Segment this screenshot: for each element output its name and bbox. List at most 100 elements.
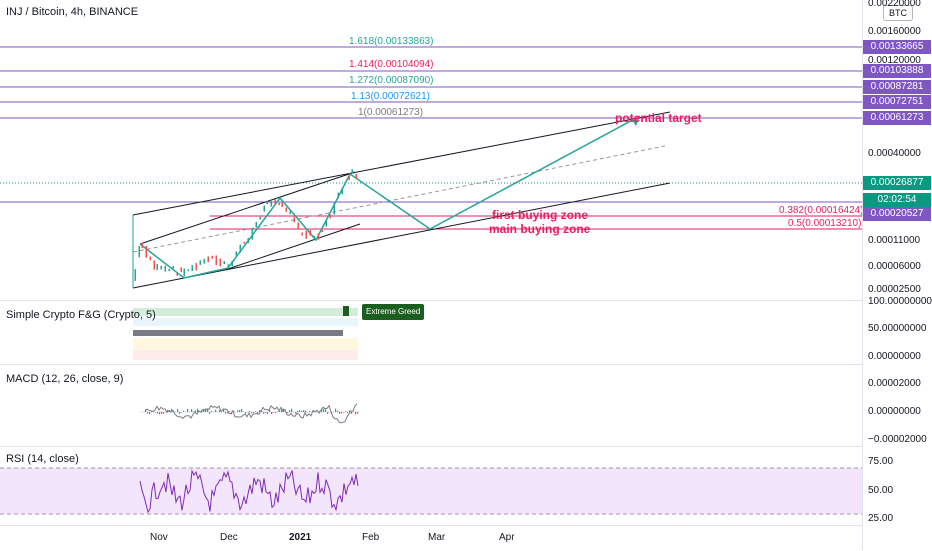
macd-bar — [253, 412, 254, 413]
fg-marker[interactable] — [343, 306, 349, 316]
candle — [200, 260, 202, 265]
candle — [135, 269, 137, 281]
candle — [146, 246, 148, 258]
macd-bar — [157, 412, 158, 414]
macd-bar — [211, 411, 212, 412]
pane-separator[interactable] — [0, 446, 932, 447]
candle — [165, 266, 167, 272]
macd-bar — [353, 411, 354, 412]
time-axis-label: Mar — [428, 532, 445, 543]
macd-bar — [355, 412, 356, 414]
macd-histogram — [145, 408, 358, 414]
rsi-band — [0, 468, 862, 514]
candle — [275, 199, 277, 204]
candle — [196, 263, 198, 270]
candle — [260, 217, 262, 220]
fib-tag-1272: 0.00087281 — [863, 80, 931, 94]
rsi-axis-label: 50.00 — [868, 485, 893, 496]
macd-bar — [273, 412, 274, 413]
macd-bar — [295, 412, 296, 413]
macd-bar — [347, 412, 348, 413]
fg-indicator-title[interactable]: Simple Crypto F&G (Crypto, 5) — [6, 309, 156, 321]
macd-bar — [297, 411, 298, 412]
symbol-title[interactable]: INJ / Bitcoin, 4h, BINANCE — [6, 6, 138, 18]
candle — [290, 211, 292, 214]
candle — [188, 269, 190, 271]
time-axis-label: Apr — [499, 532, 515, 543]
fg-band-grey — [133, 330, 343, 336]
macd-bar — [341, 412, 342, 413]
candle — [256, 222, 258, 228]
candle — [342, 188, 344, 195]
candle — [330, 214, 332, 218]
fib-label-113: 1.13(0.00072621) — [351, 91, 430, 102]
macd-bar — [277, 411, 278, 412]
macd-indicator-title[interactable]: MACD (12, 26, close, 9) — [6, 373, 123, 385]
macd-bar — [149, 412, 150, 414]
candle — [282, 202, 284, 207]
candle — [161, 266, 163, 270]
candle — [326, 220, 328, 226]
candle — [173, 266, 175, 269]
price-axis-label: 0.00160000 — [868, 26, 921, 37]
macd-bar — [255, 411, 256, 412]
candle — [306, 231, 308, 239]
candle — [208, 256, 210, 262]
bar-countdown: 02:02:54 — [863, 193, 931, 207]
fg-axis-label: 0.00000000 — [868, 351, 921, 362]
candle — [356, 174, 358, 180]
inner-channel-lower[interactable] — [225, 224, 360, 270]
macd-bar — [191, 409, 192, 412]
first-buying-zone-label[interactable]: first buying zone — [492, 208, 588, 222]
candle — [228, 264, 230, 267]
main-buying-zone-label[interactable]: main buying zone — [489, 222, 590, 236]
macd-bar — [305, 411, 306, 412]
potential-target-label[interactable]: potential target — [615, 111, 702, 125]
macd-bar — [229, 411, 230, 412]
macd-bar — [343, 412, 344, 413]
rsi-indicator-title[interactable]: RSI (14, close) — [6, 453, 79, 465]
price-axis-label: 0.00006000 — [868, 261, 921, 272]
macd-bar — [275, 412, 276, 413]
pane-separator[interactable] — [0, 364, 932, 365]
macd-bar — [249, 411, 250, 412]
fib-tag-1618: 0.00133665 — [863, 40, 931, 54]
pane-separator[interactable] — [0, 300, 932, 301]
candle — [294, 217, 296, 222]
macd-bar — [265, 412, 266, 413]
fib-label-1: 1(0.00061273) — [358, 107, 423, 118]
candle — [338, 193, 340, 199]
fib-tag-1414: 0.00103888 — [863, 64, 931, 78]
fib-label-05: 0.5(0.00013210) — [788, 218, 861, 229]
macd-bar — [239, 410, 240, 412]
fib-tag-1: 0.00061273 — [863, 111, 931, 125]
inner-channel-upper[interactable] — [140, 172, 355, 244]
candle — [248, 238, 250, 243]
macd-bar — [287, 412, 288, 413]
candle — [142, 243, 144, 249]
macd-bar — [159, 412, 160, 414]
candle — [204, 259, 206, 264]
candle — [264, 206, 266, 212]
candle — [279, 203, 281, 205]
macd-bar — [263, 412, 264, 414]
macd-bar — [299, 410, 300, 412]
channel-upper[interactable] — [133, 112, 670, 215]
macd-bar — [163, 412, 164, 414]
wave-projection[interactable] — [140, 116, 640, 278]
macd-bar — [177, 409, 178, 412]
candle — [271, 199, 273, 207]
candle — [169, 269, 171, 271]
macd-axis-label: 0.00002000 — [868, 378, 921, 389]
macd-bar — [309, 411, 310, 412]
macd-bar — [345, 411, 346, 412]
macd-bar — [237, 410, 238, 412]
chart-area[interactable]: INJ / Bitcoin, 4h, BINANCE 1.618(0.00133… — [0, 0, 862, 550]
rsi-axis-label: 25.00 — [868, 513, 893, 524]
macd-bar — [215, 410, 216, 412]
macd-bar — [179, 412, 180, 414]
candle — [177, 273, 179, 276]
macd-bar — [271, 412, 272, 414]
price-axis-label: 0.00002500 — [868, 284, 921, 295]
macd-bar — [245, 412, 246, 413]
